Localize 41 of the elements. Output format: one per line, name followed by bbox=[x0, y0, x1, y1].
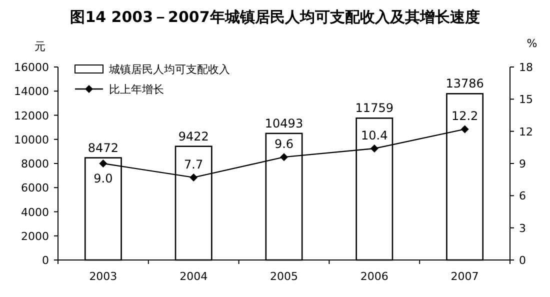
y2-tick-label: 12 bbox=[519, 125, 533, 138]
y2-tick-label: 6 bbox=[519, 190, 526, 203]
data-label: 7.7 bbox=[184, 157, 204, 172]
y2-tick-label: 15 bbox=[519, 93, 533, 106]
point bbox=[460, 125, 469, 134]
legend-label: 城镇居民人均可支配收入 bbox=[108, 63, 230, 76]
data-label: 10.4 bbox=[361, 128, 388, 142]
x-tick-label: 2004 bbox=[180, 270, 208, 283]
y2-tick-label: 0 bbox=[519, 254, 526, 267]
y-tick-label: 16000 bbox=[14, 61, 49, 74]
y-tick-label: 0 bbox=[42, 254, 49, 267]
y-tick-label: 10000 bbox=[14, 133, 49, 146]
x-tick-label: 2006 bbox=[360, 270, 388, 283]
point bbox=[99, 160, 108, 168]
point bbox=[280, 153, 288, 162]
y2-axis-title: % bbox=[526, 37, 538, 50]
data-label: 13786 bbox=[446, 76, 484, 91]
x-tick-label: 2003 bbox=[89, 270, 118, 283]
point bbox=[190, 173, 198, 182]
x-tick-label: 2007 bbox=[450, 270, 479, 283]
y-tick-label: 2000 bbox=[21, 230, 49, 243]
y-tick-label: 4000 bbox=[21, 206, 49, 219]
data-label: 8472 bbox=[88, 140, 118, 155]
chart-title: 图14 2003－2007年城镇居民人均可支配收入及其增长速度 bbox=[70, 8, 480, 26]
data-label: 10493 bbox=[264, 116, 304, 130]
legend-label: 比上年增长 bbox=[109, 83, 164, 96]
y-tick-label: 8000 bbox=[21, 158, 49, 170]
y2-tick-label: 18 bbox=[519, 61, 533, 74]
y-axis-title: 元 bbox=[34, 40, 46, 53]
y-tick-label: 6000 bbox=[21, 182, 49, 195]
data-label: 9422 bbox=[178, 129, 209, 144]
data-label: 9.0 bbox=[94, 172, 113, 186]
y-tick-label: 14000 bbox=[14, 85, 49, 98]
point bbox=[370, 144, 378, 152]
data-label: 9.6 bbox=[274, 137, 294, 152]
data-label: 11759 bbox=[355, 101, 394, 116]
y2-tick-label: 9 bbox=[519, 158, 526, 170]
y-tick-label: 12000 bbox=[14, 109, 49, 122]
x-tick-label: 2005 bbox=[270, 270, 298, 283]
y2-tick-label: 3 bbox=[519, 222, 526, 235]
data-label: 12.2 bbox=[451, 109, 478, 124]
